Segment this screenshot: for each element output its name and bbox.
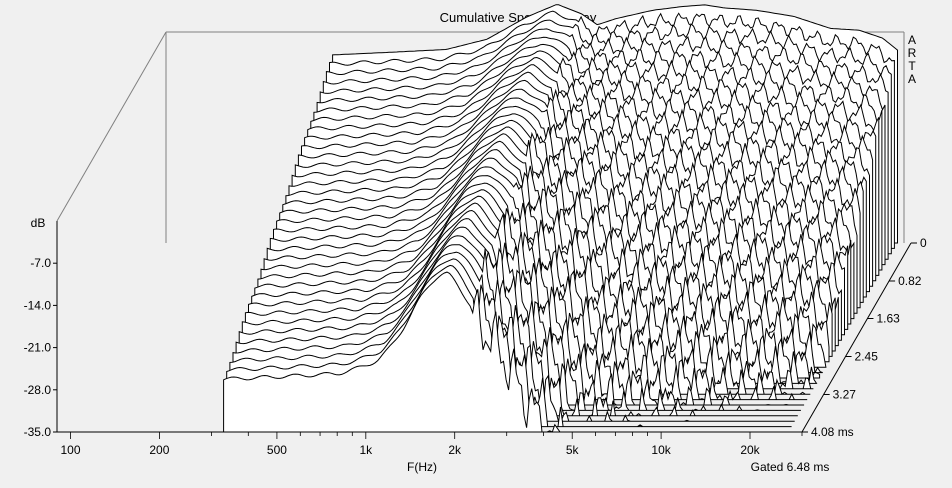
time-tick-label: 0.82 (898, 274, 922, 288)
x-tick-label: 100 (60, 443, 80, 457)
time-tick-label: 1.63 (876, 312, 900, 326)
time-axis-ticks: 0 0.82 1.63 2.45 3.27 4.08 ms (802, 236, 927, 439)
y-tick-label: -7.0 (30, 256, 51, 270)
y-axis-ticks: -7.0 -14.0 -21.0 -28.0 -35.0 (24, 256, 57, 439)
time-axis-line (801, 242, 912, 433)
time-tick-label: 2.45 (855, 349, 879, 363)
decay-traces (223, 4, 898, 433)
x-axis-ticks: 100 200 500 1k 2k 5k 10k 20k (60, 432, 803, 457)
axes (56, 221, 912, 433)
y-tick-label: -14.0 (24, 298, 52, 312)
y-tick-label: -28.0 (24, 383, 52, 397)
y-tick-label: -35.0 (24, 425, 52, 439)
x-tick-label: 200 (149, 443, 169, 457)
y-tick-label: -21.0 (24, 341, 52, 355)
x-tick-label: 10k (651, 443, 671, 457)
time-tick-label: 4.08 ms (811, 425, 854, 439)
x-tick-label: 500 (267, 443, 287, 457)
x-tick-label: 20k (740, 443, 760, 457)
x-tick-label: 5k (566, 443, 580, 457)
x-axis-label: F(Hz) (407, 460, 437, 474)
y-axis-label: dB (31, 216, 46, 230)
x-tick-label: 1k (359, 443, 373, 457)
time-tick-label: 3.27 (833, 387, 857, 401)
time-tick-label: 0 (920, 236, 927, 250)
x-tick-label: 2k (448, 443, 462, 457)
gate-note: Gated 6.48 ms (751, 460, 830, 474)
